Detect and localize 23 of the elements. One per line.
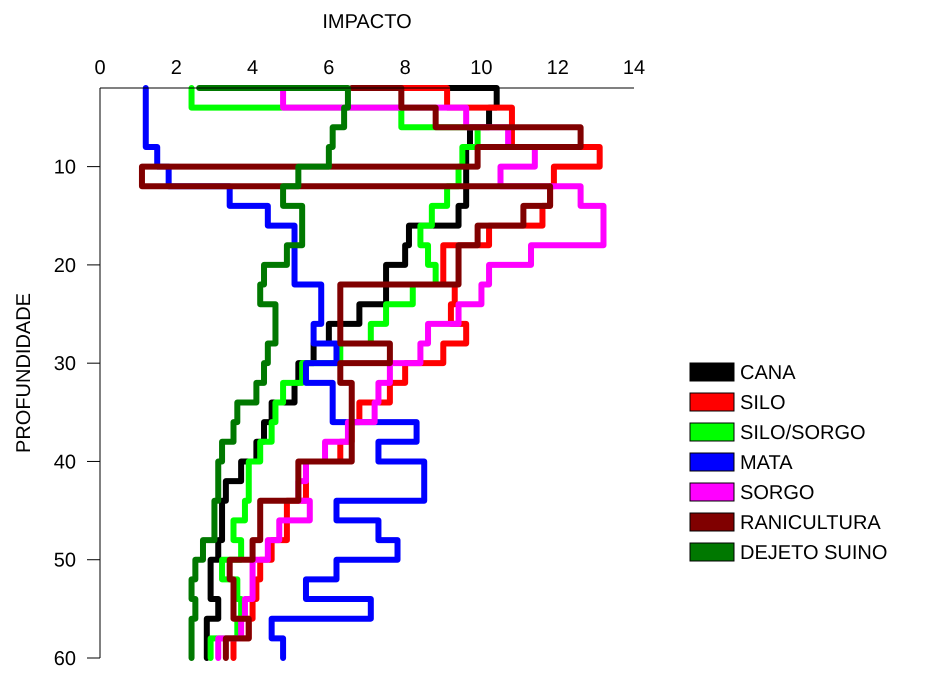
legend-label: MATA [740, 452, 794, 474]
y-tick-label: 60 [54, 648, 76, 670]
x-tick-label: 12 [546, 57, 569, 79]
x-tick-label: 14 [622, 57, 646, 79]
y-axis-title: PROFUNDIDADE [13, 292, 35, 454]
x-tick-label: 6 [323, 57, 334, 79]
x-tick-label: 2 [170, 57, 182, 79]
legend-label: SILO [740, 392, 786, 414]
y-tick-label: 30 [54, 353, 76, 376]
y-tick-label: 40 [54, 451, 76, 474]
x-tick-label: 8 [400, 57, 411, 79]
x-tick-label: 0 [94, 57, 106, 79]
legend-label: RANICULTURA [740, 512, 882, 534]
y-tick-label: 10 [54, 156, 76, 179]
x-tick-label: 4 [247, 57, 258, 79]
x-axis-title: IMPACTO [322, 11, 412, 33]
legend-label: CANA [740, 362, 796, 384]
legend-label: SILO/SORGO [740, 422, 866, 444]
legend-label: DEJETO SUINO [740, 542, 888, 564]
legend-label: SORGO [740, 482, 814, 504]
x-tick-label: 10 [470, 57, 493, 79]
y-tick-label: 20 [54, 254, 76, 277]
y-tick-label: 50 [54, 550, 76, 572]
